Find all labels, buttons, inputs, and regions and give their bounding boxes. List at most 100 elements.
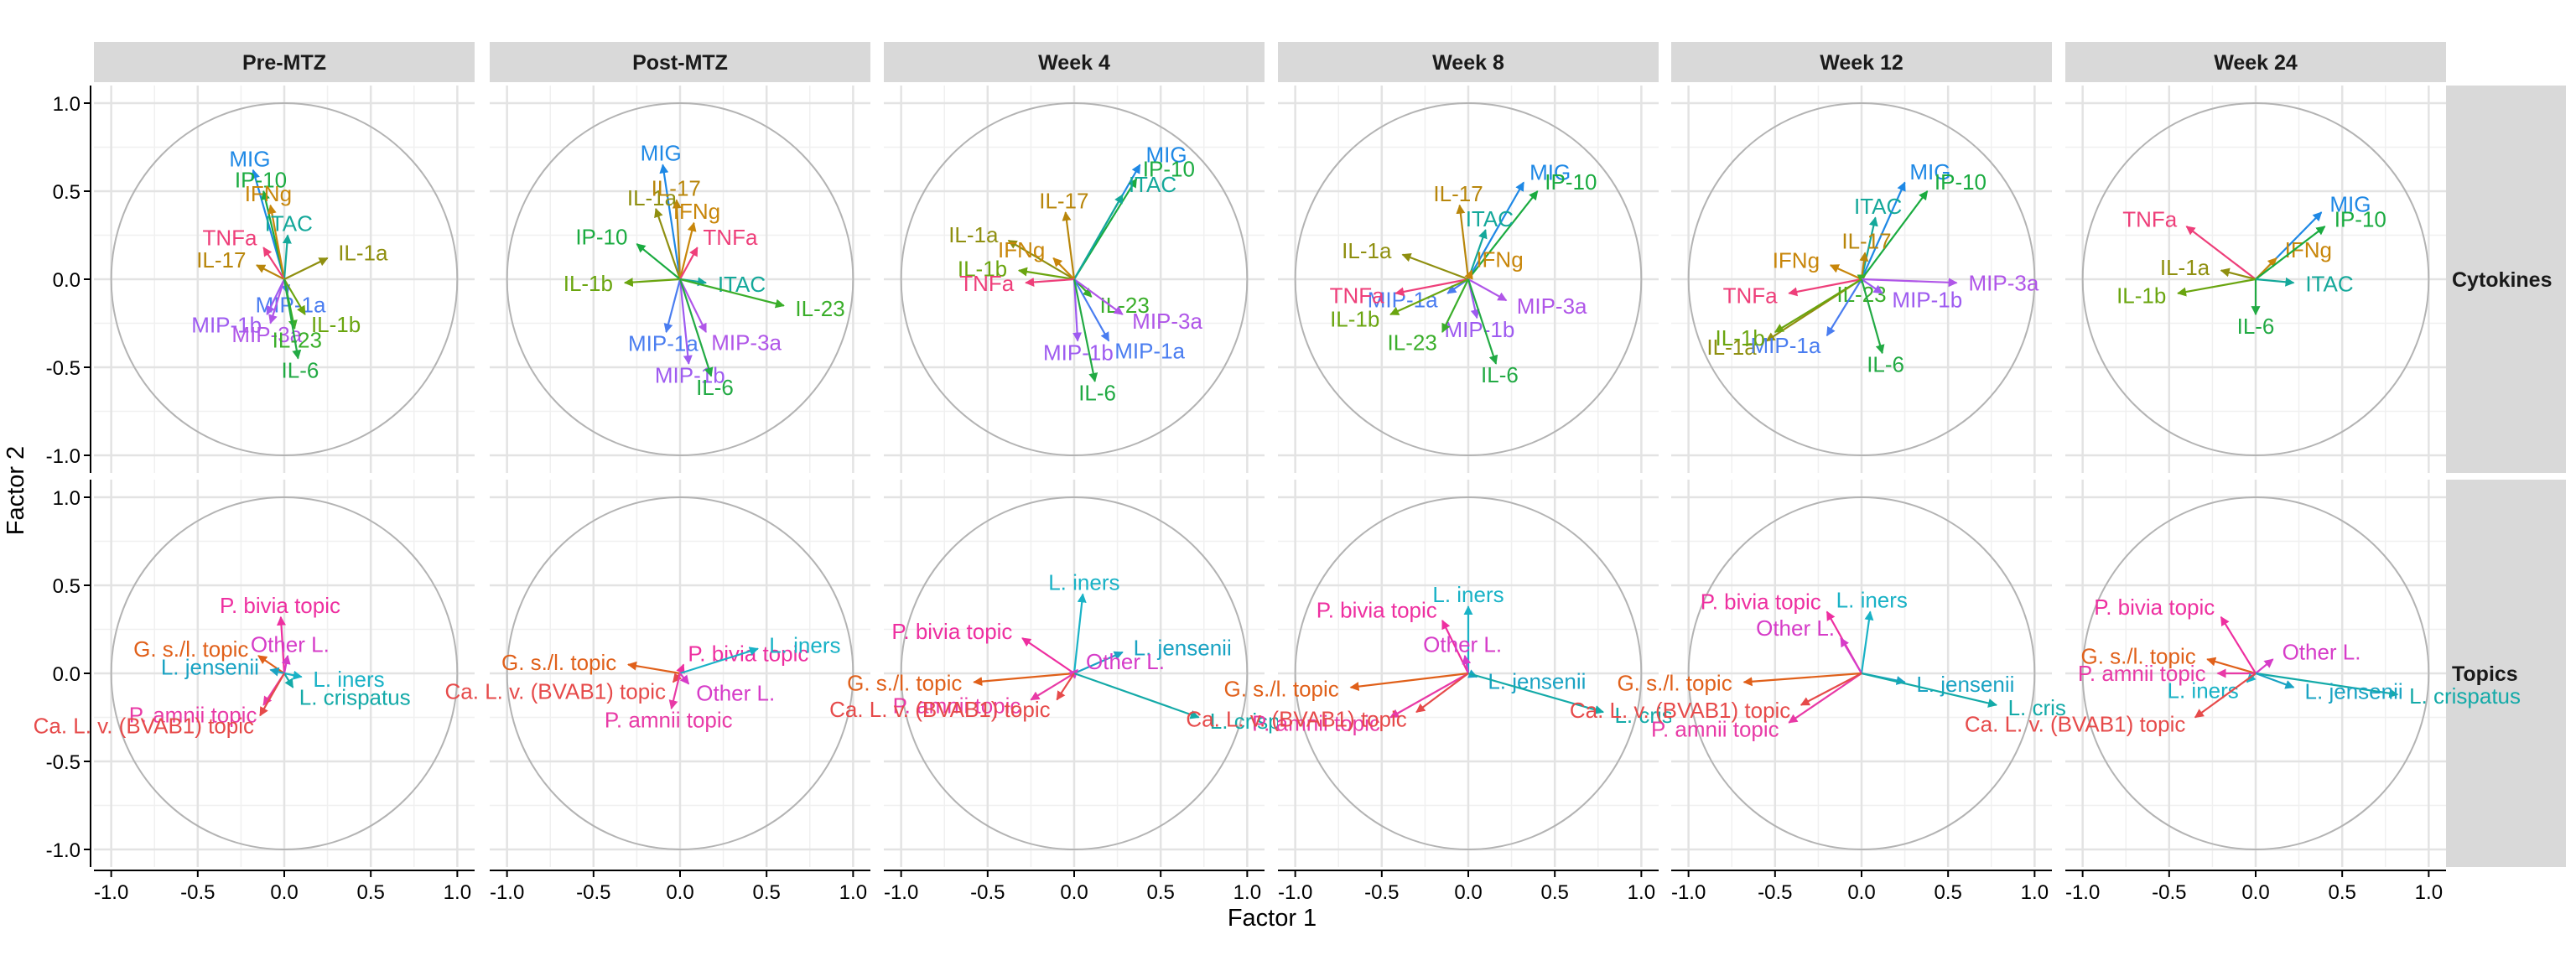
vector-arrow-tnfa bbox=[262, 247, 285, 280]
vector-label-l-jensenii: L. jensenii bbox=[1916, 672, 2014, 697]
vector-arrow-mig bbox=[659, 164, 682, 280]
vector-arrow-l-iners bbox=[1072, 593, 1087, 674]
vector-arrow-tnfa bbox=[1025, 277, 1075, 287]
vector-arrow-mip-1a bbox=[1073, 278, 1110, 342]
unit-circle bbox=[900, 102, 1249, 456]
vector-arrow-ip-10 bbox=[1467, 190, 1539, 280]
vector-arrow-mig bbox=[1860, 181, 1906, 280]
vector-arrow-ip-10 bbox=[636, 243, 681, 280]
x-tick-label: -1.0 bbox=[1671, 881, 1706, 904]
x-tick-label: -1.0 bbox=[1278, 881, 1312, 904]
vector-label-p-bivia-topic: P. bivia topic bbox=[891, 619, 1012, 644]
unit-circle bbox=[2081, 102, 2430, 456]
vector-arrow-itac bbox=[1073, 194, 1124, 280]
vector-label-mip-1a: MIP-1a bbox=[1750, 333, 1820, 358]
vector-arrow-ca-l-v-bvab1-topic bbox=[1415, 673, 1469, 714]
vector-label-ifng: IFNg bbox=[2285, 237, 2332, 262]
vector-label-p-bivia-topic: P. bivia topic bbox=[1701, 589, 1821, 614]
facet-strip-cytokines bbox=[2440, 86, 2566, 473]
vector-label-p-amnii-topic: P. amnii topic bbox=[605, 708, 733, 733]
vector-label-il-6: IL-6 bbox=[1867, 352, 1904, 377]
vector-label-itac: ITAC bbox=[1466, 206, 1514, 231]
vector-arrow-il-1b bbox=[623, 278, 681, 288]
vector-arrow-l-crispatus bbox=[1467, 672, 1605, 714]
vector-label-l-iners: L. iners bbox=[1432, 582, 1504, 607]
vector-label-mip-1a: MIP-1a bbox=[1114, 339, 1185, 364]
x-tick-label: 0.5 bbox=[1934, 881, 1961, 904]
vector-label-itac: ITAC bbox=[718, 272, 766, 297]
vector-arrow-l-iners bbox=[283, 670, 303, 680]
vector-label-tnfa: TNFa bbox=[1723, 283, 1779, 308]
vector-label-p-bivia-topic: P. bivia topic bbox=[1317, 597, 1437, 622]
vector-label-mip-3a: MIP-3a bbox=[1968, 271, 2038, 296]
vector-label-g-s-l-topic: G. s./l. topic bbox=[133, 636, 248, 662]
vector-label-p-bivia-topic: P. bivia topic bbox=[220, 593, 340, 618]
y-tick-label: 1.0 bbox=[53, 93, 80, 116]
vector-label-mip-3a: MIP-3a bbox=[1517, 293, 1587, 319]
vector-arrow-other-l bbox=[679, 673, 690, 685]
x-tick-label: -0.5 bbox=[576, 881, 610, 904]
vector-label-ip-10: IP-10 bbox=[2334, 207, 2386, 232]
vector-arrow-mip-1b bbox=[266, 278, 285, 315]
vector-label-g-s-l-topic: G. s./l. topic bbox=[501, 650, 616, 675]
vector-label-tnfa: TNFa bbox=[1330, 283, 1385, 308]
vector-label-ip-10: IP-10 bbox=[1545, 169, 1597, 195]
facet-strip-week-24 bbox=[2065, 42, 2446, 82]
vector-label-ifng: IFNg bbox=[1773, 248, 1820, 273]
vector-arrow-il-1b bbox=[1017, 267, 1075, 281]
vector-arrow-tnfa bbox=[2185, 226, 2257, 280]
vector-label-ifng: IFNg bbox=[998, 237, 1045, 262]
x-tick-label: -1.0 bbox=[94, 881, 128, 904]
vector-label-l-iners: L. iners bbox=[313, 667, 384, 692]
vector-label-p-amnii-topic: P. amnii topic bbox=[2078, 661, 2206, 686]
vector-label-l-jensenii: L. jensenii bbox=[2305, 679, 2403, 704]
vector-label-p-bivia-topic: P. bivia topic bbox=[2094, 595, 2215, 620]
vector-label-g-s-l-topic: G. s./l. topic bbox=[2080, 643, 2195, 668]
x-tick-label: 1.0 bbox=[2021, 881, 2049, 904]
vector-arrow-il-23 bbox=[679, 278, 785, 309]
vector-arrow-p-amnii-topic bbox=[668, 673, 682, 710]
vector-label-other-l: Other L. bbox=[251, 631, 330, 657]
vector-arrow-l-jensenii bbox=[1073, 651, 1124, 675]
vector-label-l-crispatus: L. crispatus bbox=[2409, 683, 2521, 709]
vector-arrow-l-iners bbox=[1860, 610, 1874, 674]
vector-label-itac: ITAC bbox=[1854, 194, 1902, 219]
vector-label-l-jensenii: L. jensenii bbox=[161, 654, 259, 679]
vector-label-ip-10: IP-10 bbox=[1935, 169, 1987, 195]
vector-arrow-itac bbox=[2255, 277, 2295, 287]
vector-arrow-ca-l-v-bvab1-topic bbox=[2194, 673, 2257, 719]
vector-arrow-il-1a bbox=[2220, 267, 2257, 281]
vector-label-il-17: IL-17 bbox=[196, 247, 246, 273]
vector-label-il-1a: IL-1a bbox=[2160, 255, 2210, 280]
vector-arrow-p-bivia-topic bbox=[676, 663, 685, 674]
vector-arrow-mip-1b bbox=[678, 278, 693, 365]
vector-label-mip-3a: MIP-3a bbox=[1132, 309, 1202, 334]
vector-label-tnfa: TNFa bbox=[959, 271, 1015, 296]
vector-label-il-17: IL-17 bbox=[1841, 229, 1891, 254]
vector-label-g-s-l-topic: G. s./l. topic bbox=[1224, 676, 1339, 701]
vector-arrow-ip-10 bbox=[1861, 190, 1929, 280]
x-tick-label: 1.0 bbox=[444, 881, 471, 904]
vector-arrow-p-amnii-topic bbox=[1788, 673, 1862, 724]
vector-label-other-l: Other L. bbox=[2283, 639, 2361, 664]
vector-label-mip-1b: MIP-1b bbox=[655, 363, 725, 388]
vector-arrow-g-s-l-topic bbox=[973, 672, 1075, 687]
vector-arrow-ca-l-v-bvab1-topic bbox=[259, 673, 285, 717]
vector-label-tnfa: TNFa bbox=[2122, 207, 2178, 232]
vector-arrow-p-bivia-topic bbox=[1021, 637, 1075, 674]
vector-label-other-l: Other L. bbox=[696, 680, 775, 705]
unit-circle bbox=[1687, 102, 2036, 456]
vector-label-il-1a: IL-1a bbox=[338, 241, 388, 266]
vector-label-mip-1b: MIP-1b bbox=[1043, 340, 1114, 365]
vector-label-il-6: IL-6 bbox=[282, 357, 319, 382]
vector-label-il-6: IL-6 bbox=[2237, 314, 2275, 339]
vector-label-ca-l-v-bvab1-topic: Ca. L. v. (BVAB1) topic bbox=[829, 697, 1050, 722]
vector-label-il-23: IL-23 bbox=[1100, 293, 1150, 318]
vector-label-mig: MIG bbox=[229, 146, 270, 171]
vector-arrow-il-6 bbox=[678, 278, 714, 377]
vector-label-il-1b: IL-1b bbox=[1330, 307, 1379, 332]
vector-label-ip-10: IP-10 bbox=[575, 224, 627, 249]
